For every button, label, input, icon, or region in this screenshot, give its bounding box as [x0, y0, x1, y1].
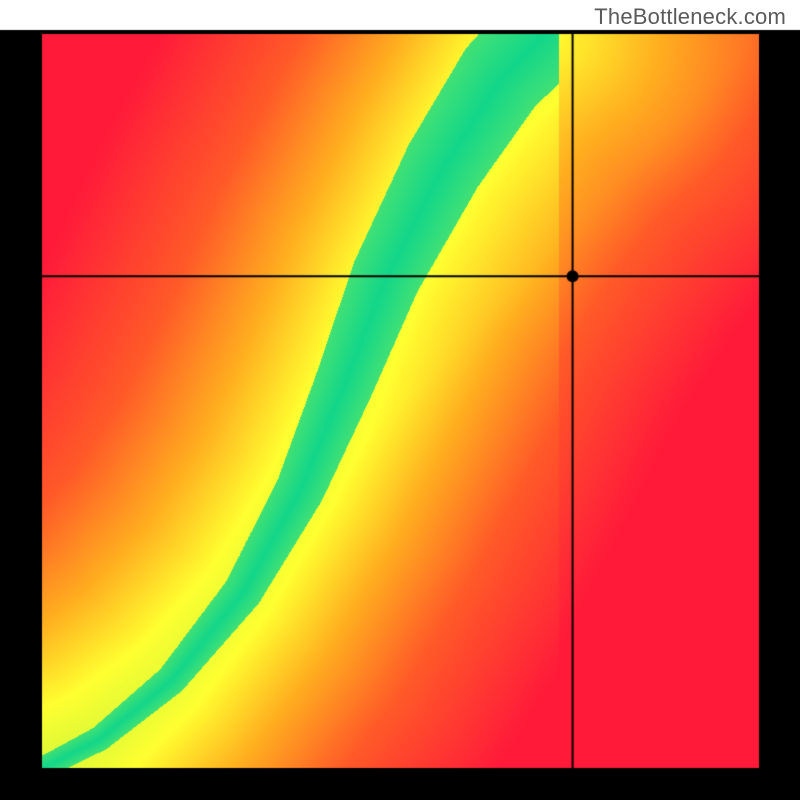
- chart-container: TheBottleneck.com: [0, 0, 800, 800]
- watermark-text: TheBottleneck.com: [594, 4, 786, 30]
- bottleneck-heatmap-canvas: [0, 0, 800, 800]
